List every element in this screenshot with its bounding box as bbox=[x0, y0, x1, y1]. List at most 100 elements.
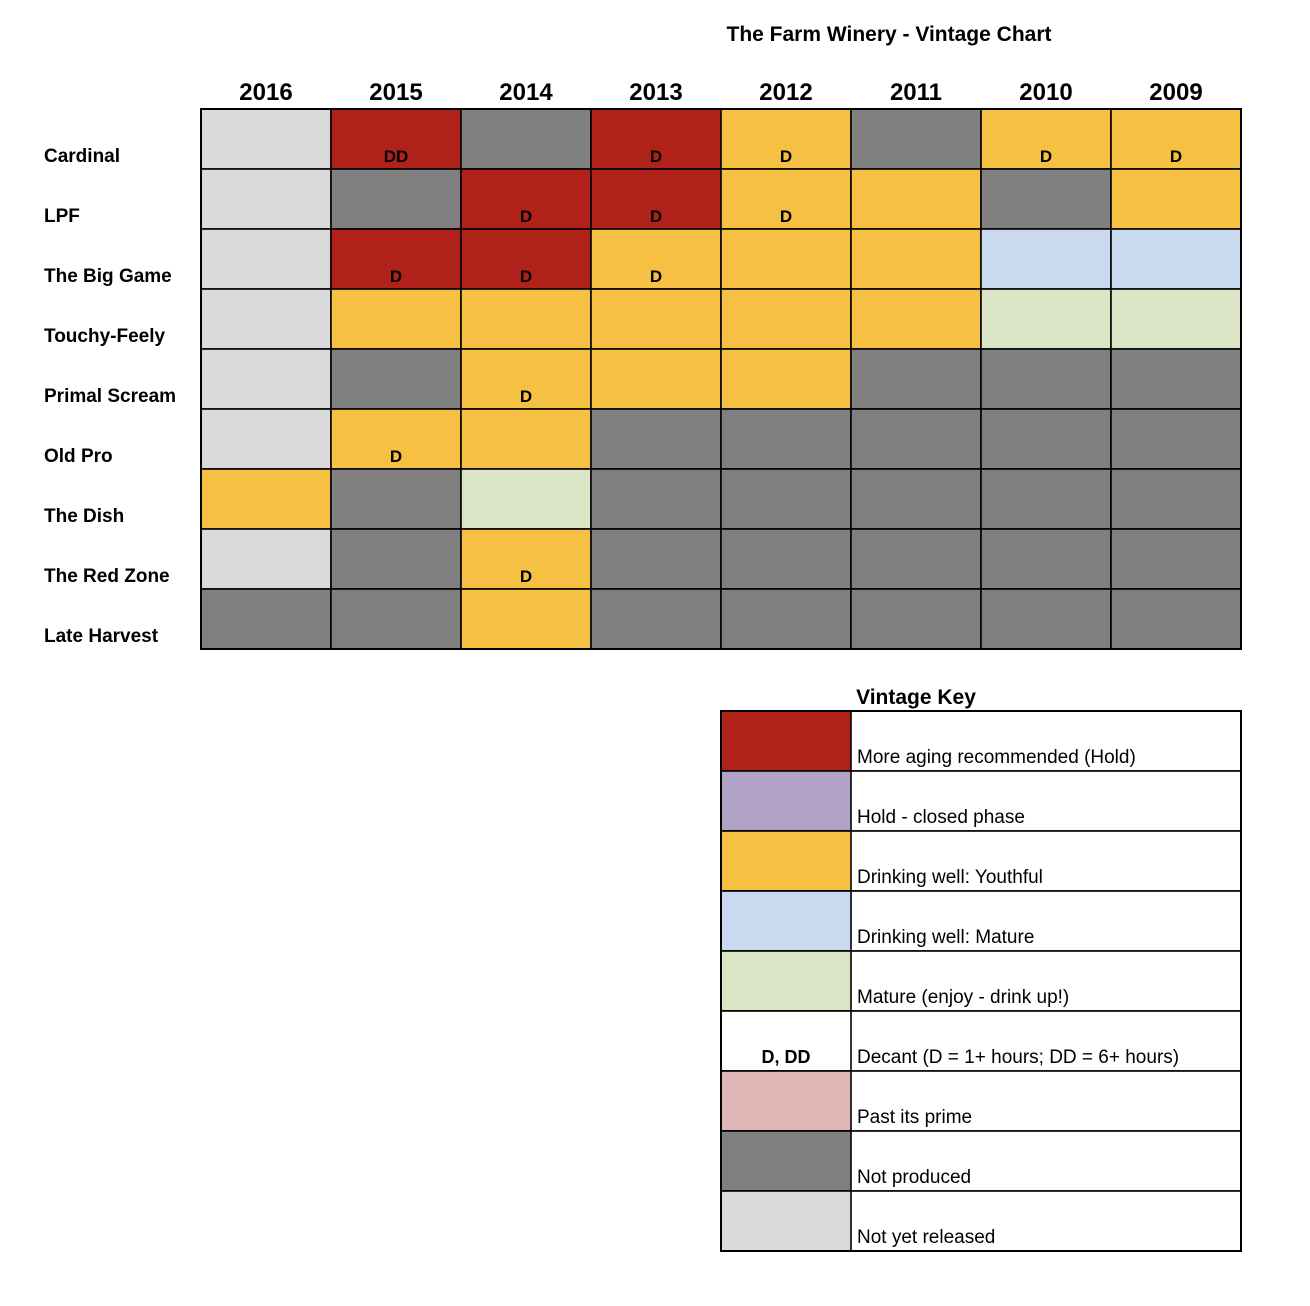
vintage-cell bbox=[200, 288, 332, 350]
key-label: Decant (D = 1+ hours; DD = 6+ hours) bbox=[857, 1047, 1179, 1068]
key-swatch bbox=[720, 950, 852, 1012]
vintage-cell bbox=[720, 408, 852, 470]
vintage-grid: 2016 2015 2014 2013 2012 2011 2010 2009 Cardinal… bbox=[44, 79, 1242, 650]
vintage-cell bbox=[590, 348, 722, 410]
vintage-cell bbox=[980, 528, 1112, 590]
vintage-cell bbox=[460, 588, 592, 650]
vintage-cell bbox=[720, 168, 852, 230]
vintage-cell bbox=[720, 588, 852, 650]
wine-label: Old Pro bbox=[44, 446, 113, 467]
vintage-cell bbox=[720, 228, 852, 290]
vintage-cell bbox=[200, 468, 332, 530]
key-label: Drinking well: Mature bbox=[857, 927, 1034, 948]
key-swatch bbox=[720, 830, 852, 892]
vintage-cell bbox=[850, 408, 982, 470]
wine-label: Late Harvest bbox=[44, 626, 159, 647]
vintage-cell bbox=[980, 288, 1112, 350]
decant-label: D bbox=[1040, 147, 1052, 166]
year-header-2011: 2011 bbox=[890, 79, 942, 106]
vintage-cell bbox=[200, 408, 332, 470]
key-title: Vintage Key bbox=[856, 686, 976, 709]
vintage-cell bbox=[1110, 588, 1242, 650]
decant-label: D bbox=[390, 267, 402, 286]
decant-label: D bbox=[650, 267, 662, 286]
vintage-cell bbox=[590, 588, 722, 650]
vintage-cell bbox=[460, 528, 592, 590]
vintage-cell bbox=[330, 288, 462, 350]
vintage-cell bbox=[590, 528, 722, 590]
vintage-cell bbox=[850, 588, 982, 650]
vintage-cell bbox=[460, 288, 592, 350]
wine-label: Touchy-Feely bbox=[44, 326, 165, 347]
decant-label: D bbox=[390, 447, 402, 466]
year-header-2015: 2015 bbox=[369, 79, 422, 106]
wine-label: The Big Game bbox=[44, 266, 172, 287]
key-label: Mature (enjoy - drink up!) bbox=[857, 987, 1069, 1008]
wine-label: LPF bbox=[44, 206, 80, 227]
vintage-cell bbox=[850, 528, 982, 590]
vintage-cell bbox=[200, 528, 332, 590]
key-swatch bbox=[720, 710, 852, 772]
vintage-cell bbox=[200, 588, 332, 650]
vintage-cell bbox=[590, 288, 722, 350]
key-label: Drinking well: Youthful bbox=[857, 867, 1043, 888]
vintage-cell bbox=[980, 168, 1112, 230]
decant-label: D bbox=[650, 147, 662, 166]
vintage-cell bbox=[460, 408, 592, 470]
vintage-cell bbox=[590, 468, 722, 530]
vintage-cell bbox=[1110, 228, 1242, 290]
chart-title: The Farm Winery - Vintage Chart bbox=[727, 23, 1052, 46]
vintage-cell bbox=[460, 468, 592, 530]
vintage-cell bbox=[200, 108, 332, 170]
vintage-cell bbox=[850, 108, 982, 170]
vintage-cell bbox=[1110, 288, 1242, 350]
decant-label: D bbox=[520, 267, 532, 286]
vintage-cell bbox=[850, 168, 982, 230]
vintage-cell bbox=[720, 288, 852, 350]
decant-label: DD bbox=[384, 147, 409, 166]
decant-label: D bbox=[520, 207, 532, 226]
decant-label: D bbox=[520, 567, 532, 586]
vintage-cell bbox=[980, 228, 1112, 290]
vintage-cell bbox=[720, 468, 852, 530]
vintage-cell bbox=[460, 348, 592, 410]
vintage-cell bbox=[850, 228, 982, 290]
vintage-cell bbox=[980, 408, 1112, 470]
vintage-cell bbox=[980, 348, 1112, 410]
year-header-2016: 2016 bbox=[239, 79, 292, 106]
vintage-cell bbox=[980, 588, 1112, 650]
vintage-cell bbox=[330, 468, 462, 530]
vintage-cell bbox=[200, 228, 332, 290]
vintage-cell bbox=[330, 108, 462, 170]
decant-label: D bbox=[1170, 147, 1182, 166]
year-header-2012: 2012 bbox=[759, 79, 812, 106]
key-border bbox=[720, 710, 1242, 1252]
key-label: More aging recommended (Hold) bbox=[857, 747, 1136, 768]
vintage-cell bbox=[200, 348, 332, 410]
key-swatch bbox=[720, 1070, 852, 1132]
vintage-cell bbox=[330, 168, 462, 230]
vintage-cell bbox=[200, 168, 332, 230]
vintage-key: Vintage Key More aging recommended (Hold… bbox=[720, 686, 1242, 1252]
wine-label: The Red Zone bbox=[44, 566, 170, 587]
year-header-2010: 2010 bbox=[1019, 79, 1072, 106]
key-swatch bbox=[720, 1190, 852, 1252]
decant-label: D bbox=[650, 207, 662, 226]
vintage-cell bbox=[720, 528, 852, 590]
decant-label: D bbox=[780, 147, 792, 166]
vintage-cell bbox=[460, 228, 592, 290]
grid-border bbox=[200, 108, 1242, 650]
vintage-cell bbox=[330, 588, 462, 650]
vintage-cell bbox=[980, 468, 1112, 530]
key-label: Not yet released bbox=[857, 1227, 995, 1248]
vintage-cell bbox=[590, 408, 722, 470]
vintage-cell bbox=[1110, 528, 1242, 590]
vintage-cell bbox=[460, 168, 592, 230]
vintage-cell bbox=[330, 348, 462, 410]
year-header-2013: 2013 bbox=[629, 79, 682, 106]
year-header-2014: 2014 bbox=[499, 79, 553, 106]
vintage-cell bbox=[850, 348, 982, 410]
key-swatch bbox=[720, 1010, 852, 1072]
year-header-2009: 2009 bbox=[1149, 79, 1202, 106]
